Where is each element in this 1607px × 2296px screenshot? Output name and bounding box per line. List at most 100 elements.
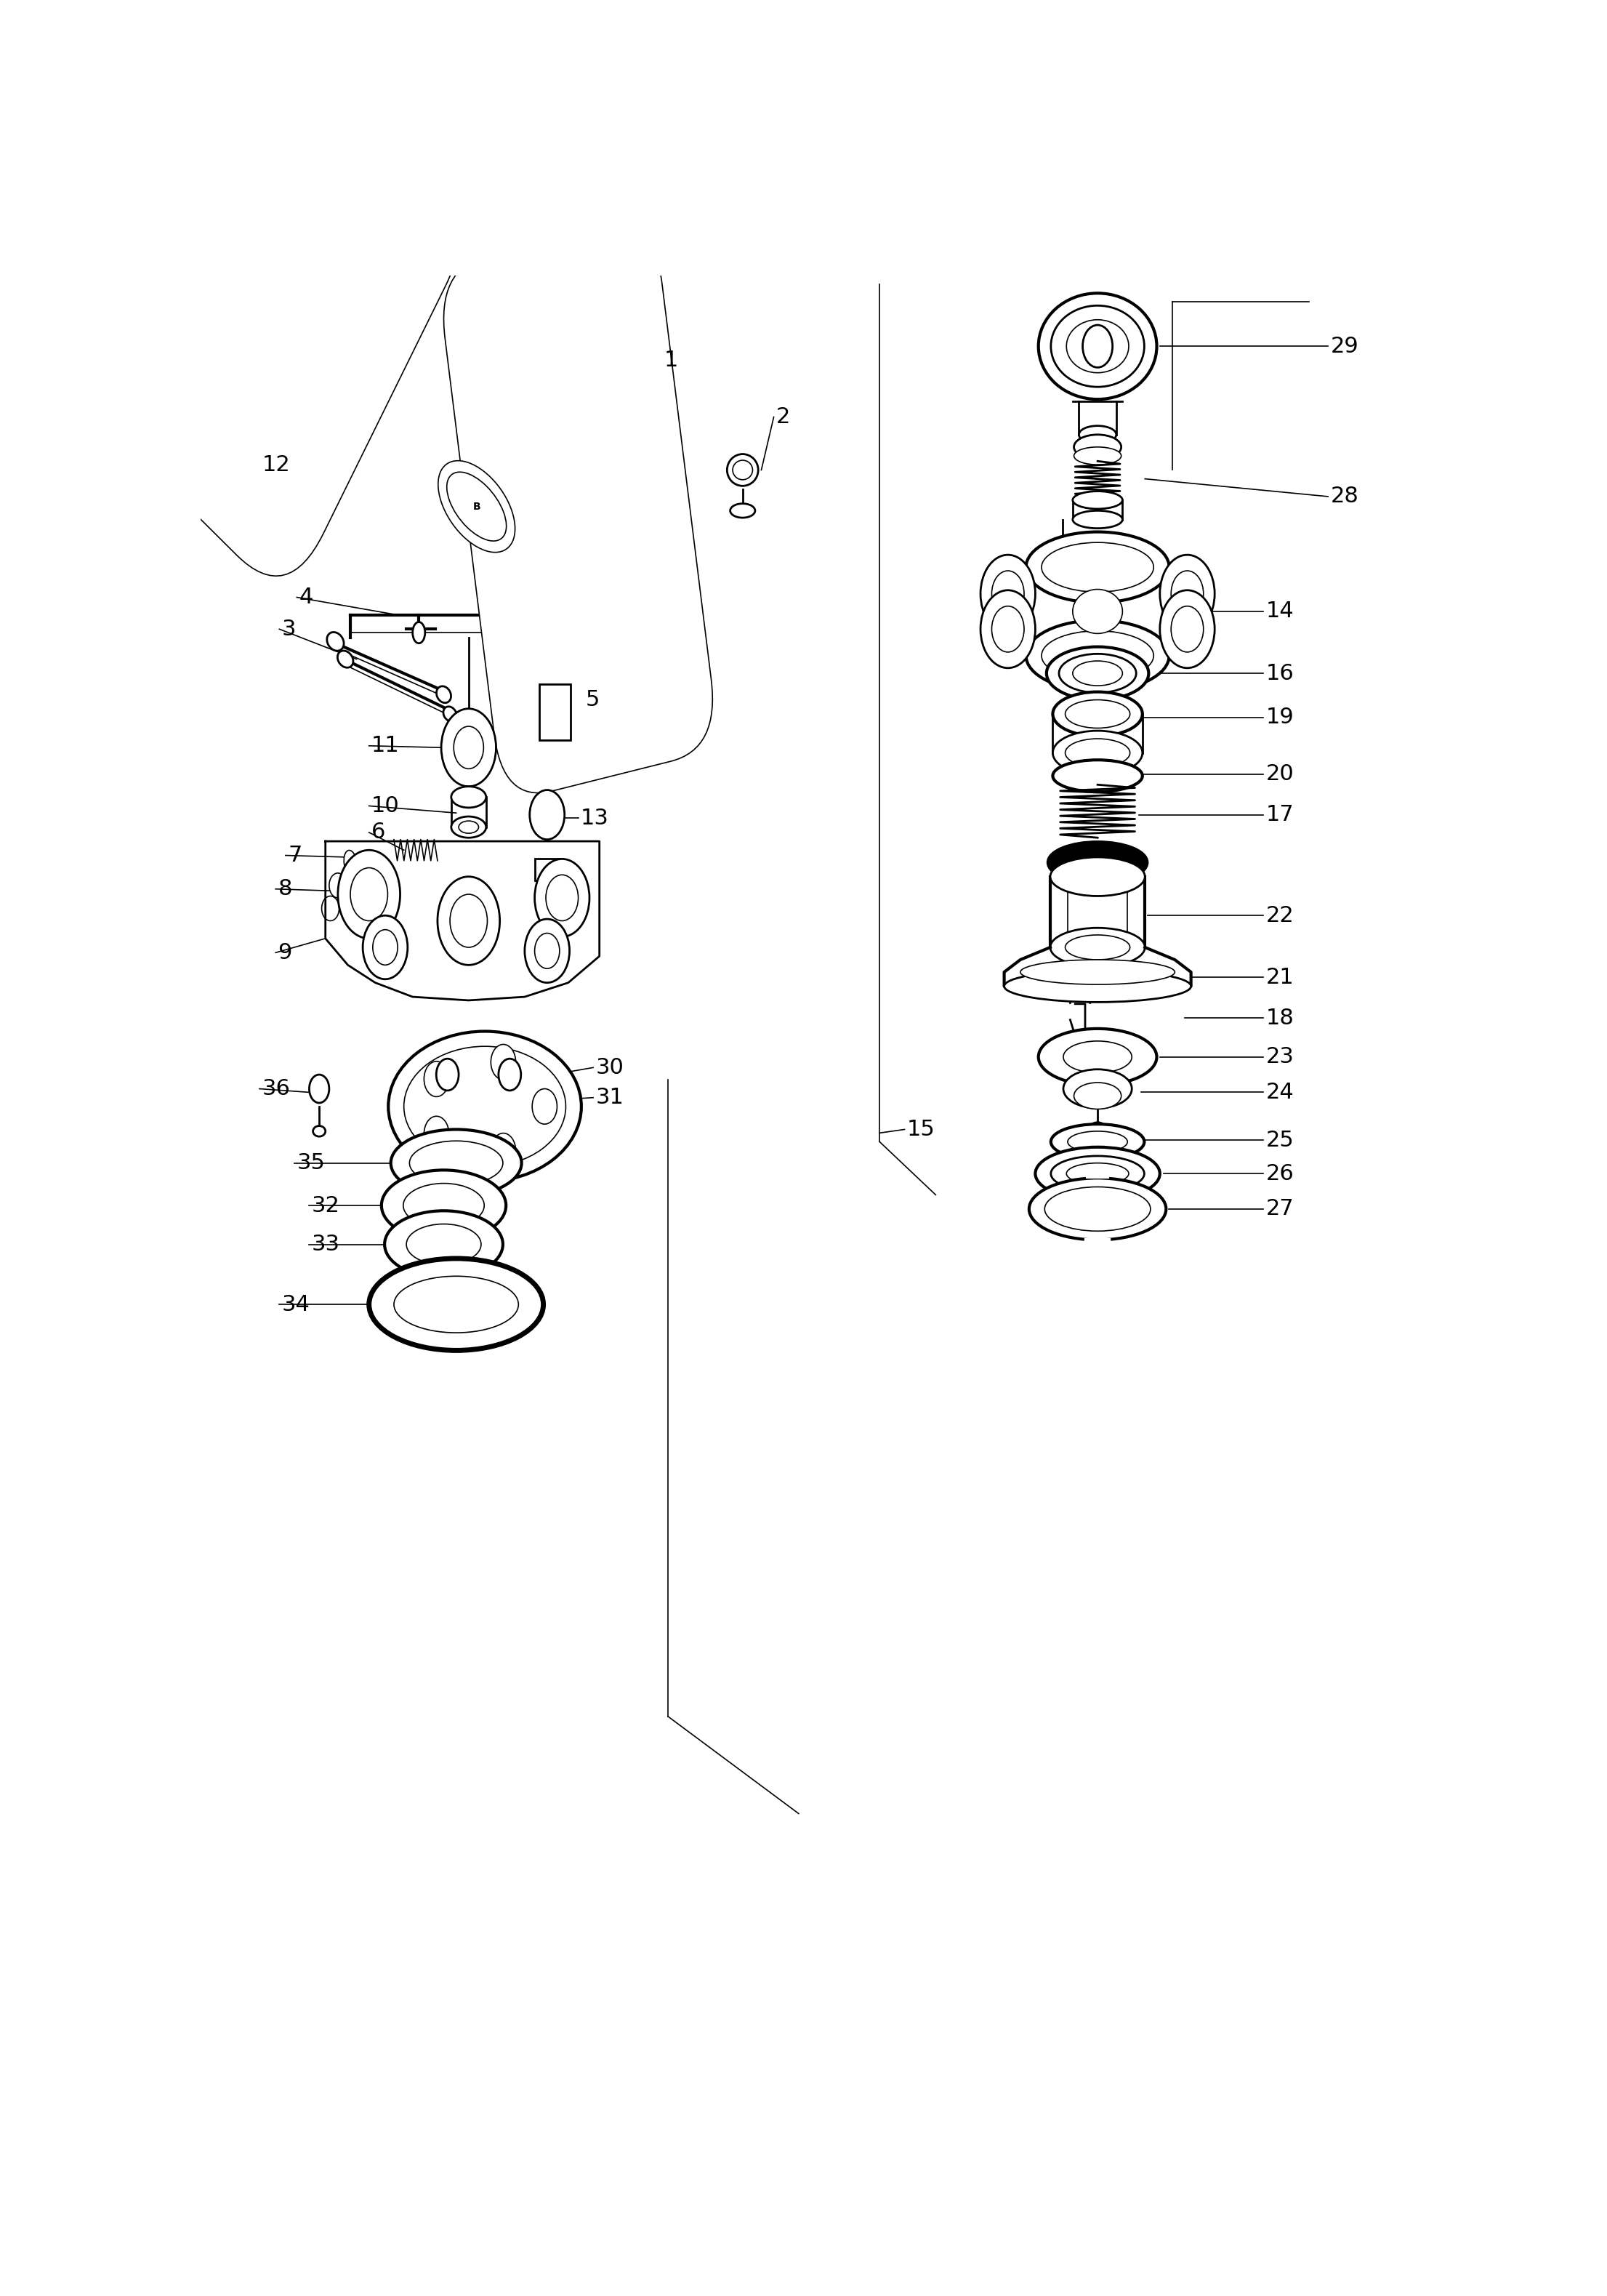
Text: 17: 17 <box>1266 804 1294 824</box>
Bar <box>535 859 559 879</box>
Polygon shape <box>325 840 599 1001</box>
FancyBboxPatch shape <box>453 236 704 781</box>
Circle shape <box>424 1061 448 1097</box>
Text: 1: 1 <box>664 349 678 372</box>
Text: 32: 32 <box>312 1194 341 1217</box>
Text: 15: 15 <box>906 1118 935 1141</box>
Ellipse shape <box>410 1141 503 1185</box>
Circle shape <box>498 1058 521 1091</box>
Text: 31: 31 <box>596 1086 624 1109</box>
Ellipse shape <box>1073 1084 1122 1109</box>
Ellipse shape <box>326 631 344 650</box>
Text: 26: 26 <box>1266 1164 1294 1185</box>
Text: 28: 28 <box>1331 487 1360 507</box>
Circle shape <box>435 1058 458 1091</box>
Circle shape <box>453 726 484 769</box>
Circle shape <box>424 1116 448 1153</box>
Text: 29: 29 <box>1331 335 1358 356</box>
Text: 5: 5 <box>585 689 599 709</box>
Ellipse shape <box>389 1031 582 1182</box>
Ellipse shape <box>444 707 456 721</box>
Circle shape <box>329 872 347 898</box>
Ellipse shape <box>1025 620 1170 691</box>
FancyBboxPatch shape <box>61 2 447 556</box>
Text: 25: 25 <box>1266 1130 1294 1150</box>
Text: 34: 34 <box>281 1295 310 1316</box>
Ellipse shape <box>1067 1132 1128 1153</box>
Text: 11: 11 <box>371 735 400 755</box>
Text: 22: 22 <box>1266 905 1294 925</box>
Circle shape <box>337 850 400 939</box>
Circle shape <box>530 790 564 840</box>
Ellipse shape <box>1064 1040 1131 1072</box>
Circle shape <box>1160 590 1215 668</box>
Ellipse shape <box>1053 691 1143 737</box>
Ellipse shape <box>1049 843 1146 882</box>
Ellipse shape <box>452 817 485 838</box>
Text: 10: 10 <box>371 794 400 817</box>
Text: 30: 30 <box>596 1056 624 1079</box>
Text: 35: 35 <box>297 1153 325 1173</box>
Ellipse shape <box>337 650 354 668</box>
Ellipse shape <box>394 1277 519 1332</box>
Ellipse shape <box>1090 1123 1106 1132</box>
Text: 18: 18 <box>1266 1008 1294 1029</box>
Ellipse shape <box>1064 1070 1131 1109</box>
Circle shape <box>535 932 559 969</box>
Ellipse shape <box>1020 960 1175 985</box>
Ellipse shape <box>1051 856 1144 895</box>
Text: 13: 13 <box>580 808 609 829</box>
Circle shape <box>524 918 569 983</box>
Ellipse shape <box>1038 294 1157 400</box>
Ellipse shape <box>370 1258 543 1350</box>
Ellipse shape <box>1051 305 1144 388</box>
Text: 27: 27 <box>1266 1199 1294 1219</box>
Ellipse shape <box>1078 425 1117 443</box>
Ellipse shape <box>452 788 485 808</box>
Text: 33: 33 <box>312 1233 341 1256</box>
Ellipse shape <box>391 1130 522 1196</box>
Ellipse shape <box>437 687 452 703</box>
FancyBboxPatch shape <box>48 0 460 576</box>
Circle shape <box>980 556 1035 634</box>
Circle shape <box>321 895 339 921</box>
Ellipse shape <box>1051 928 1144 967</box>
Text: 2: 2 <box>776 406 791 427</box>
Text: 4: 4 <box>299 588 313 608</box>
Ellipse shape <box>1059 654 1136 693</box>
Circle shape <box>490 1045 516 1079</box>
Circle shape <box>992 606 1024 652</box>
Text: B: B <box>472 501 480 512</box>
Ellipse shape <box>403 1182 484 1228</box>
Ellipse shape <box>344 850 357 875</box>
Ellipse shape <box>1041 542 1154 592</box>
Ellipse shape <box>1057 537 1067 546</box>
Ellipse shape <box>1035 1148 1160 1201</box>
Ellipse shape <box>447 473 506 542</box>
Ellipse shape <box>1053 730 1143 776</box>
Circle shape <box>437 877 500 964</box>
Ellipse shape <box>1046 647 1149 700</box>
Ellipse shape <box>1065 934 1130 960</box>
Ellipse shape <box>1051 1155 1144 1192</box>
Circle shape <box>442 709 497 788</box>
Ellipse shape <box>1004 971 1191 1001</box>
Text: 20: 20 <box>1266 765 1294 785</box>
Text: 36: 36 <box>262 1079 291 1100</box>
Ellipse shape <box>1025 533 1170 602</box>
Circle shape <box>490 1134 516 1169</box>
Circle shape <box>363 916 408 978</box>
Text: 6: 6 <box>371 822 386 843</box>
Ellipse shape <box>1073 434 1122 459</box>
Circle shape <box>1172 606 1204 652</box>
Ellipse shape <box>1073 448 1122 464</box>
Ellipse shape <box>1028 1178 1167 1240</box>
Ellipse shape <box>439 461 514 553</box>
Circle shape <box>546 875 579 921</box>
Text: 21: 21 <box>1266 967 1294 987</box>
Ellipse shape <box>726 455 759 487</box>
Ellipse shape <box>1053 760 1143 792</box>
Circle shape <box>535 859 590 937</box>
Ellipse shape <box>413 622 424 643</box>
Text: 19: 19 <box>1266 707 1294 728</box>
